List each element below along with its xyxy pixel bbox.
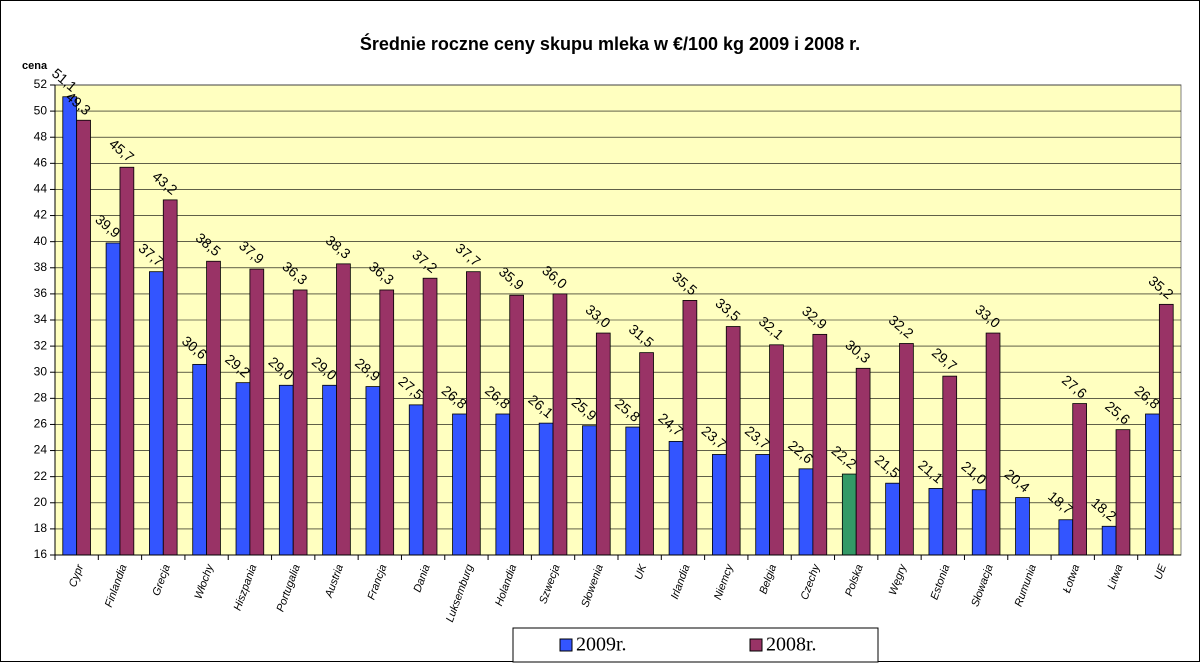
bar <box>119 166 135 556</box>
bar <box>682 300 698 556</box>
legend-label: 2008r. <box>766 634 817 656</box>
bar <box>379 289 395 556</box>
bar <box>249 268 265 556</box>
bar <box>1115 429 1131 556</box>
bar <box>971 489 987 556</box>
bar <box>712 454 727 556</box>
bar <box>322 384 337 556</box>
bar <box>76 119 91 556</box>
y-tick-label: 50 <box>34 103 48 117</box>
bar <box>192 363 207 556</box>
y-tick-label: 30 <box>34 364 48 378</box>
bar <box>1072 403 1087 556</box>
bar <box>928 488 944 556</box>
bar <box>1145 413 1160 556</box>
bar <box>408 404 424 556</box>
y-tick-label: 24 <box>34 443 48 457</box>
y-tick-label: 16 <box>34 547 48 561</box>
bar <box>62 96 78 556</box>
bar <box>149 271 164 556</box>
bar <box>582 425 597 556</box>
y-tick-label: 22 <box>34 469 48 483</box>
bar <box>942 375 958 556</box>
bar <box>1158 303 1174 556</box>
bar <box>725 326 741 556</box>
y-tick-label: 38 <box>34 260 48 274</box>
y-tick-label: 40 <box>34 234 48 248</box>
bar <box>452 413 467 556</box>
bar <box>538 422 554 556</box>
bar <box>495 413 511 556</box>
y-axis-label: cena <box>22 60 48 72</box>
y-tick-label: 26 <box>34 417 48 431</box>
bar <box>755 454 770 556</box>
x-tick-label: UK <box>633 562 650 581</box>
legend-swatch <box>559 638 573 652</box>
bar <box>466 271 481 556</box>
bar <box>769 344 784 556</box>
bar <box>206 260 221 556</box>
y-tick-label: 52 <box>34 77 48 91</box>
bar <box>278 384 294 556</box>
x-tick-label: UE <box>1152 562 1169 581</box>
bar <box>162 199 178 556</box>
bar <box>841 473 857 556</box>
y-tick-label: 34 <box>34 312 48 326</box>
bar <box>105 242 121 556</box>
y-tick-label: 36 <box>34 286 48 300</box>
bar <box>365 386 381 556</box>
bar <box>292 289 308 556</box>
bar <box>798 468 814 556</box>
chart-title: Średnie roczne ceny skupu mleka w €/100 … <box>360 33 860 54</box>
bar <box>985 332 1001 556</box>
legend-swatch <box>749 638 763 652</box>
legend-label: 2009r. <box>576 634 627 656</box>
y-tick-label: 20 <box>34 495 48 509</box>
bar <box>235 382 251 556</box>
bar <box>1101 525 1117 556</box>
bar <box>625 426 641 556</box>
bar <box>812 333 828 556</box>
bar <box>1058 519 1074 556</box>
bar <box>885 482 900 556</box>
y-tick-label: 28 <box>34 391 48 405</box>
y-tick-label: 42 <box>34 208 48 222</box>
y-tick-label: 44 <box>34 182 48 196</box>
y-tick-label: 46 <box>34 156 48 170</box>
bar <box>1015 497 1030 556</box>
bar <box>509 294 524 556</box>
bar <box>336 263 351 556</box>
bar <box>899 343 914 556</box>
legend-box <box>512 627 879 663</box>
y-tick-label: 48 <box>34 129 48 143</box>
y-tick-label: 18 <box>34 521 48 535</box>
bar <box>855 367 871 556</box>
bar <box>668 441 684 556</box>
bar <box>639 352 654 556</box>
bar <box>595 332 611 556</box>
bar <box>422 277 438 556</box>
bar <box>552 293 568 556</box>
y-tick-label: 32 <box>34 338 48 352</box>
